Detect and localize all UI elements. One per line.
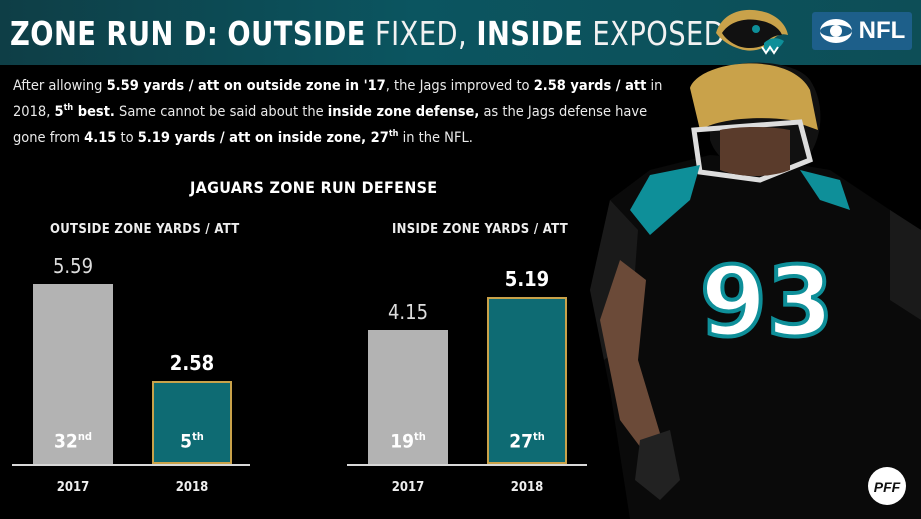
pff-logo-icon: PFF xyxy=(868,467,906,505)
bar-outside-2018 xyxy=(152,380,232,464)
rank-label: 32nd xyxy=(54,430,92,453)
intro-text: as the Jags defense have gone from xyxy=(13,103,648,146)
value-label: 2.58 xyxy=(169,350,215,375)
intro-superscript: th xyxy=(63,103,74,113)
intro-bold: 5 xyxy=(54,103,64,120)
year-tick-label: 2017 xyxy=(56,480,90,495)
intro-text: to xyxy=(116,129,138,146)
chart-title: JAGUARS ZONE RUN DEFENSE xyxy=(190,178,438,197)
svg-text:93: 93 xyxy=(700,246,834,358)
bar-inside-2018 xyxy=(487,296,567,464)
intro-text: After allowing xyxy=(13,78,107,94)
outside-zone-subtitle: OUTSIDE ZONE YARDS / ATT xyxy=(50,222,240,237)
jaguar-head-logo-icon xyxy=(716,9,788,55)
outside-chart-baseline xyxy=(12,464,250,466)
value-label: 4.15 xyxy=(387,300,429,325)
rank-label: 5th xyxy=(180,430,204,453)
inside-zone-subtitle: INSIDE ZONE YARDS / ATT xyxy=(392,222,568,237)
year-tick-label: 2018 xyxy=(175,480,209,495)
intro-bold: best. xyxy=(73,103,115,120)
year-tick-label: 2018 xyxy=(510,480,544,495)
header-banner: ZONE RUN D: OUTSIDE FIXED, INSIDE EXPOSE… xyxy=(0,0,921,65)
intro-text: , the Jags improved to xyxy=(385,78,534,94)
intro-bold: 4.15 xyxy=(84,129,117,146)
intro-text: in the NFL. xyxy=(398,129,473,146)
title-part-zone-run: ZONE RUN D: xyxy=(10,14,219,53)
player-photo: 93 xyxy=(590,62,921,519)
title-part-fixed: FIXED, xyxy=(374,14,468,53)
page-title: ZONE RUN D: OUTSIDE FIXED, INSIDE EXPOSE… xyxy=(10,14,725,53)
cbs-eye-icon xyxy=(819,19,852,43)
intro-text: Same cannot be said about the xyxy=(114,103,328,120)
cbs-nfl-logo: NFL xyxy=(812,12,912,50)
inside-chart-baseline xyxy=(347,464,587,466)
nfl-label: NFL xyxy=(858,17,906,44)
intro-text: in 2018, xyxy=(13,78,663,120)
title-part-outside: OUTSIDE xyxy=(227,14,366,53)
rank-label: 19th xyxy=(390,430,426,453)
intro-bold: 5.19 yards / att on inside zone, 27 xyxy=(137,129,389,146)
value-label: 5.59 xyxy=(52,254,94,278)
title-part-exposed: EXPOSED xyxy=(592,14,726,53)
value-label: 5.19 xyxy=(504,266,550,291)
intro-bold: inside zone defense, xyxy=(327,103,480,120)
bar-inside-2017 xyxy=(368,330,448,464)
intro-bold: 5.59 yards / att on outside zone in '17 xyxy=(106,78,386,94)
rank-label: 27th xyxy=(509,430,545,453)
intro-bold: 2.58 yards / att xyxy=(533,78,647,94)
title-part-inside: INSIDE xyxy=(476,14,584,53)
pff-label: PFF xyxy=(874,479,901,495)
bar-outside-2017 xyxy=(33,284,113,464)
intro-superscript: th xyxy=(388,128,399,139)
year-tick-label: 2017 xyxy=(391,480,425,495)
intro-paragraph: After allowing 5.59 yards / att on outsi… xyxy=(13,75,673,149)
